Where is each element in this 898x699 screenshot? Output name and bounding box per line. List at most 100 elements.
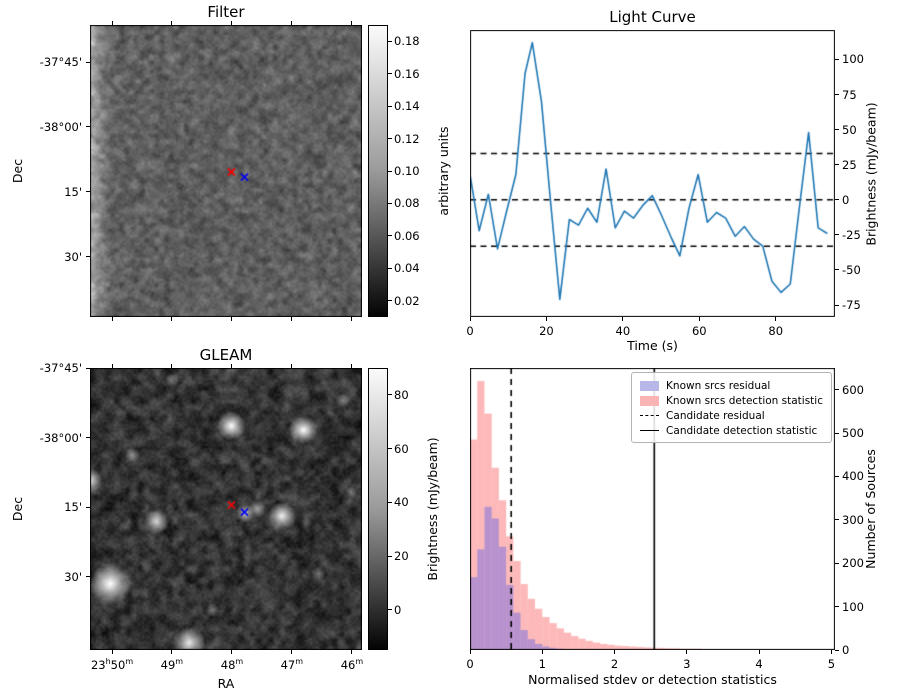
tick-label: 0.18 — [394, 34, 420, 49]
tick-label: 15' — [64, 500, 82, 515]
tick-mark — [388, 40, 392, 42]
tick-label: -75 — [842, 298, 861, 313]
tick-mark — [351, 317, 353, 321]
tick-mark — [171, 317, 173, 321]
tick-label: 60 — [691, 324, 707, 338]
tick-mark — [388, 555, 392, 557]
gleam-xlabel-ra: RA — [217, 676, 235, 691]
tick-label: -38°00' — [39, 430, 82, 445]
tick-mark — [686, 650, 688, 654]
tick-mark — [541, 650, 543, 654]
tick-mark — [388, 138, 392, 140]
tick-label: 0.14 — [394, 99, 420, 114]
light-curve-ylabel-brightness: Brightness (mJy/beam) — [863, 101, 878, 246]
tick-mark — [291, 650, 293, 654]
tick-mark — [622, 317, 624, 321]
tick-label: 0 — [466, 324, 474, 338]
legend-solid-line-icon — [640, 430, 660, 431]
tick-label: 0.10 — [394, 164, 420, 178]
tick-mark — [388, 394, 392, 396]
tick-label: -37°45' — [39, 55, 82, 70]
tick-mark — [111, 650, 113, 654]
tick-label: 75 — [842, 87, 857, 102]
filter-colorbar-label: arbitrary units — [436, 126, 451, 216]
tick-label: 0 — [842, 643, 850, 657]
tick-mark — [86, 61, 90, 63]
tick-label: 1 — [538, 657, 546, 671]
tick-label: 2 — [610, 657, 619, 671]
tick-mark — [830, 650, 832, 654]
tick-mark — [388, 73, 392, 75]
gleam-ylabel-dec: Dec — [10, 496, 25, 522]
tick-label: 15' — [64, 184, 82, 199]
light-curve-xlabel-time: Time (s) — [627, 338, 678, 353]
tick-mark — [171, 650, 173, 654]
legend-swatch-detection-statistic-icon — [640, 395, 660, 406]
tick-mark — [835, 475, 839, 477]
gleam-colorbar-label: Brightness (mJy/beam) — [425, 437, 440, 581]
tick-mark — [758, 650, 760, 654]
tick-label: -25 — [842, 227, 861, 242]
legend-label-residual: Known srcs residual — [666, 379, 771, 392]
tick-label: 49m — [160, 657, 184, 672]
tick-mark — [835, 269, 839, 271]
tick-mark — [388, 448, 392, 450]
gleam-panel-title: GLEAM — [199, 346, 253, 364]
tick-mark — [291, 364, 293, 368]
tick-label: 0.04 — [394, 261, 420, 276]
filter-colorbar — [368, 25, 388, 317]
tick-label: -50 — [842, 262, 861, 277]
tick-mark — [835, 58, 839, 60]
legend-entry-detection-statistic: Known srcs detection statistic — [640, 393, 823, 408]
tick-mark — [351, 364, 353, 368]
legend-entry-residual: Known srcs residual — [640, 378, 823, 393]
tick-label: 40 — [615, 324, 631, 338]
tick-label: 400 — [842, 469, 864, 484]
tick-mark — [388, 300, 392, 302]
tick-mark — [835, 199, 839, 201]
tick-label: 47m — [280, 657, 304, 672]
tick-mark — [231, 317, 233, 321]
tick-label: 100 — [842, 52, 864, 67]
legend-label-detection-statistic: Known srcs detection statistic — [666, 394, 823, 407]
tick-mark — [388, 609, 392, 611]
tick-mark — [351, 21, 353, 25]
gleam-colorbar — [368, 368, 388, 650]
tick-mark — [388, 267, 392, 269]
legend-label-candidate-residual: Candidate residual — [666, 409, 765, 422]
tick-label: 0 — [842, 192, 850, 207]
tick-mark — [388, 235, 392, 237]
tick-mark — [86, 191, 90, 193]
tick-mark — [835, 304, 839, 306]
tick-label: 48m — [220, 657, 244, 672]
tick-label: 60 — [394, 441, 409, 456]
tick-mark — [775, 317, 777, 321]
tick-mark — [835, 389, 839, 391]
tick-mark — [835, 234, 839, 236]
tick-mark — [86, 126, 90, 128]
tick-mark — [86, 256, 90, 258]
tick-mark — [231, 21, 233, 25]
tick-label: 4 — [755, 657, 763, 671]
tick-mark — [351, 650, 353, 654]
tick-mark — [388, 170, 392, 172]
tick-label: 50 — [842, 122, 857, 137]
tick-label: 40 — [394, 495, 409, 510]
legend-swatch-residual-icon — [640, 380, 660, 391]
histogram-xlabel-stdev: Normalised stdev or detection statistics — [528, 672, 777, 687]
light-curve-panel-title: Light Curve — [609, 8, 696, 26]
tick-mark — [86, 576, 90, 578]
tick-mark — [291, 317, 293, 321]
tick-mark — [545, 317, 547, 321]
legend-dashed-line-icon — [640, 415, 660, 416]
tick-mark — [111, 364, 113, 368]
gleam-image-plot — [90, 368, 362, 650]
tick-label: 20 — [539, 324, 554, 338]
tick-label: 3 — [683, 657, 691, 671]
tick-mark — [86, 506, 90, 508]
legend-label-candidate-detection-statistic: Candidate detection statistic — [666, 424, 818, 437]
tick-mark — [111, 21, 113, 25]
tick-label: 200 — [842, 556, 864, 571]
tick-label: 30' — [64, 249, 82, 264]
tick-label: 25 — [842, 157, 857, 172]
